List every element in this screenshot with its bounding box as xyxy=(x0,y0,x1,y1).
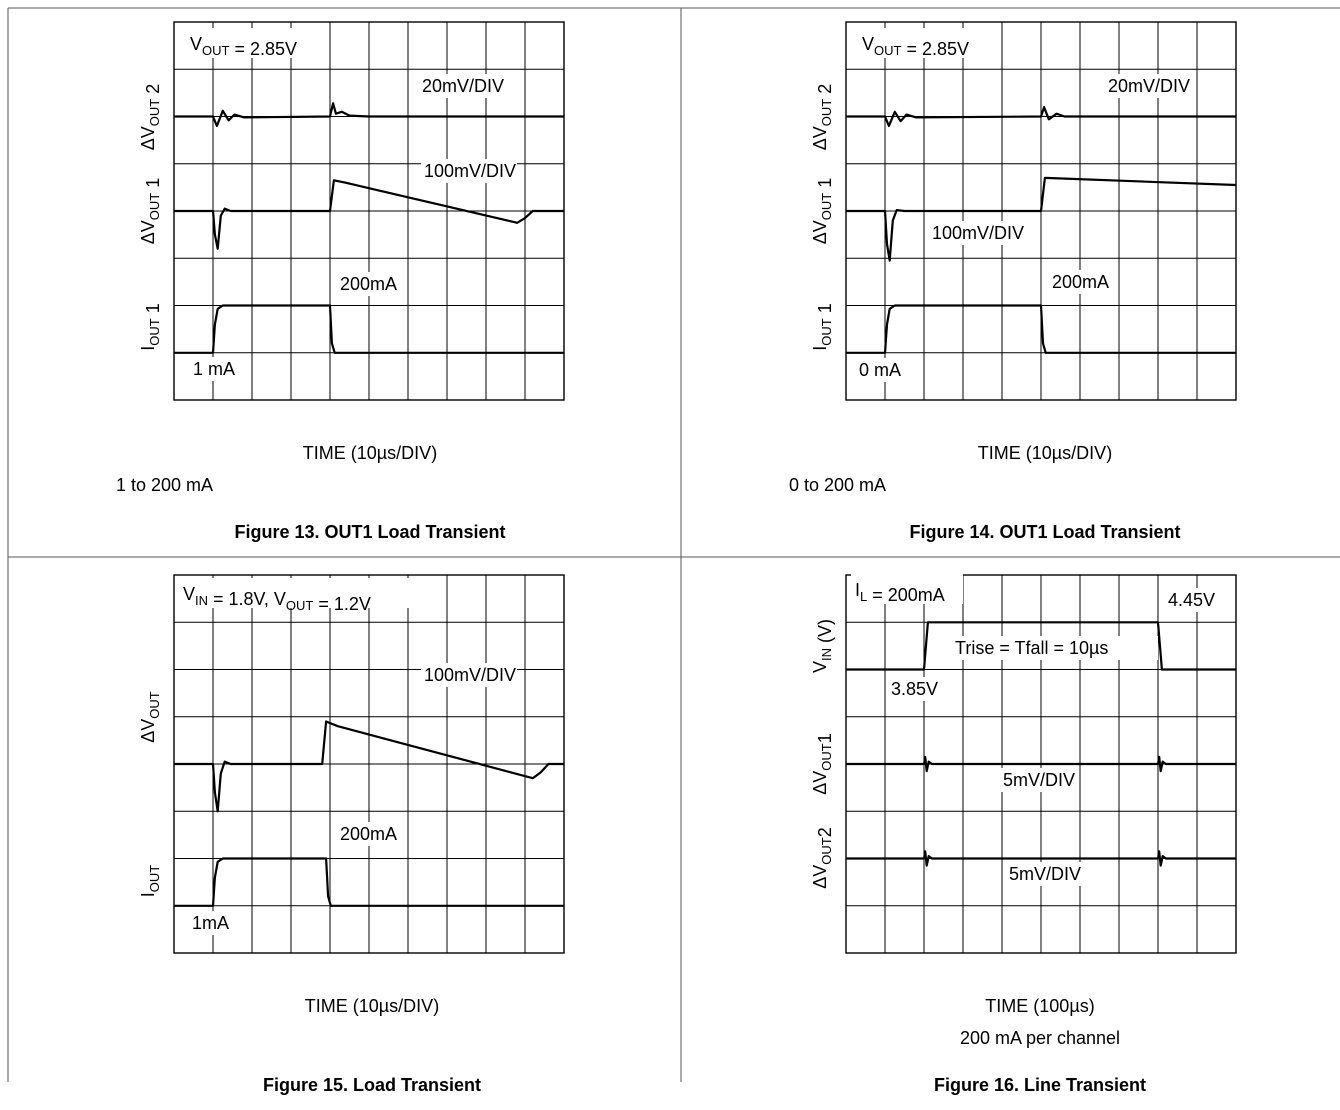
figure-note: 1 to 200 mA xyxy=(116,475,213,495)
trace-annotation: 20mV/DIV xyxy=(422,76,504,96)
axis-label-y: ΔVOUT xyxy=(138,691,162,743)
trace-annotation: 100mV/DIV xyxy=(932,223,1024,243)
header-label-box xyxy=(858,28,993,58)
trace-2 xyxy=(846,755,1236,773)
figure-caption: Figure 16. Line Transient xyxy=(934,1075,1146,1095)
figure-1: VOUT = 2.85V 20mV/DIV 100mV/DIV 200mA 1 mA ΔV… xyxy=(116,21,565,542)
figure-3: VIN = 1.8V, VOUT = 1.2V 100mV/DIV 200mA 1mA… xyxy=(138,574,565,1095)
header-label-box xyxy=(186,28,321,58)
annotation-box xyxy=(1105,74,1191,98)
axis-label-y: ΔVOUT 1 xyxy=(810,178,835,245)
axis-label-y: VIN (V) xyxy=(810,619,835,673)
trace-3 xyxy=(846,850,1236,867)
trace-annotation: Trise = Tfall = 10µs xyxy=(955,638,1108,658)
annotation-box xyxy=(337,822,393,846)
header-label: VOUT = 2.85V xyxy=(862,34,969,59)
trace-annotation: 0 mA xyxy=(859,360,901,380)
trace-1 xyxy=(846,105,1236,128)
trace-annotation: 100mV/DIV xyxy=(424,665,516,685)
figure-caption: Figure 14. OUT1 Load Transient xyxy=(909,522,1180,542)
annotation-box xyxy=(1165,588,1221,612)
header-label: VOUT = 2.85V xyxy=(190,34,297,59)
trace-annotation: 1mA xyxy=(192,913,229,933)
annotation-box xyxy=(1006,862,1082,886)
figure-note: 200 mA per channel xyxy=(960,1028,1120,1048)
axis-label-y: IOUT 1 xyxy=(138,303,163,350)
figure-caption: Figure 15. Load Transient xyxy=(263,1075,481,1095)
axis-label-y: ΔVOUT1 xyxy=(810,733,835,795)
axis-label-x: TIME (10µs/DIV) xyxy=(978,443,1112,463)
trace-annotation: 200mA xyxy=(340,274,397,294)
trace-annotation: 20mV/DIV xyxy=(1108,76,1190,96)
axis-label-y: IOUT xyxy=(138,865,162,898)
header-label: VIN = 1.8V, VOUT = 1.2V xyxy=(183,584,371,614)
trace-2 xyxy=(846,176,1237,262)
axis-label-y: ΔVOUT2 xyxy=(810,827,835,889)
figure-note: 0 to 200 mA xyxy=(789,475,886,495)
trace-1 xyxy=(846,621,1236,671)
annotation-box xyxy=(952,636,1158,660)
trace-annotation: 200mA xyxy=(1052,272,1109,292)
annotation-box xyxy=(421,159,517,183)
axis-label-y: IOUT 1 xyxy=(810,303,835,350)
trace-annotation: 4.45V xyxy=(1168,590,1215,610)
annotation-box xyxy=(421,663,517,687)
trace-annotation: 3.85V xyxy=(891,679,938,699)
annotation-box xyxy=(419,74,505,98)
trace-2 xyxy=(174,179,564,250)
trace-3 xyxy=(846,304,1236,354)
axis-label-x: TIME (10µs/DIV) xyxy=(303,443,437,463)
axis-label-y: ΔVOUT 2 xyxy=(810,84,835,151)
header-label-box xyxy=(179,578,411,608)
trace-annotation: 1 mA xyxy=(193,359,235,379)
annotation-box xyxy=(856,358,902,382)
cell-borders xyxy=(7,7,1340,1082)
figure-4: IL = 200mA 4.45V Trise = Tfall = 10µs 3.85V… xyxy=(810,574,1237,1095)
trace-annotation: 5mV/DIV xyxy=(1009,864,1081,884)
figure-caption: Figure 13. OUT1 Load Transient xyxy=(234,522,505,542)
axis-label-x: TIME (100µs) xyxy=(985,996,1094,1016)
annotation-box xyxy=(337,272,393,296)
annotation-box xyxy=(189,911,225,935)
annotation-box xyxy=(929,221,1025,245)
trace-annotation: 100mV/DIV xyxy=(424,161,516,181)
trace-annotation: 5mV/DIV xyxy=(1003,770,1075,790)
trace-2 xyxy=(174,857,564,907)
axis-label-x: TIME (10µs/DIV) xyxy=(305,996,439,1016)
trace-annotation: 200mA xyxy=(340,824,397,844)
trace-1 xyxy=(174,720,564,813)
header-label: IL = 200mA xyxy=(855,580,945,605)
axis-label-y: ΔVOUT 2 xyxy=(138,84,163,151)
figure-panels: VOUT = 2.85V 20mV/DIV 100mV/DIV 200mA 1 mA ΔV… xyxy=(116,21,1237,1095)
trace-1 xyxy=(174,102,564,128)
figure-2: VOUT = 2.85V 20mV/DIV 100mV/DIV 200mA 0 mA ΔV… xyxy=(789,21,1237,542)
annotation-box xyxy=(1000,768,1076,792)
axis-label-y: ΔVOUT 1 xyxy=(138,178,163,245)
annotation-box xyxy=(1049,270,1105,294)
header-label-box xyxy=(851,574,963,604)
annotation-box xyxy=(190,357,236,381)
trace-3 xyxy=(174,304,564,354)
annotation-box xyxy=(888,677,944,701)
